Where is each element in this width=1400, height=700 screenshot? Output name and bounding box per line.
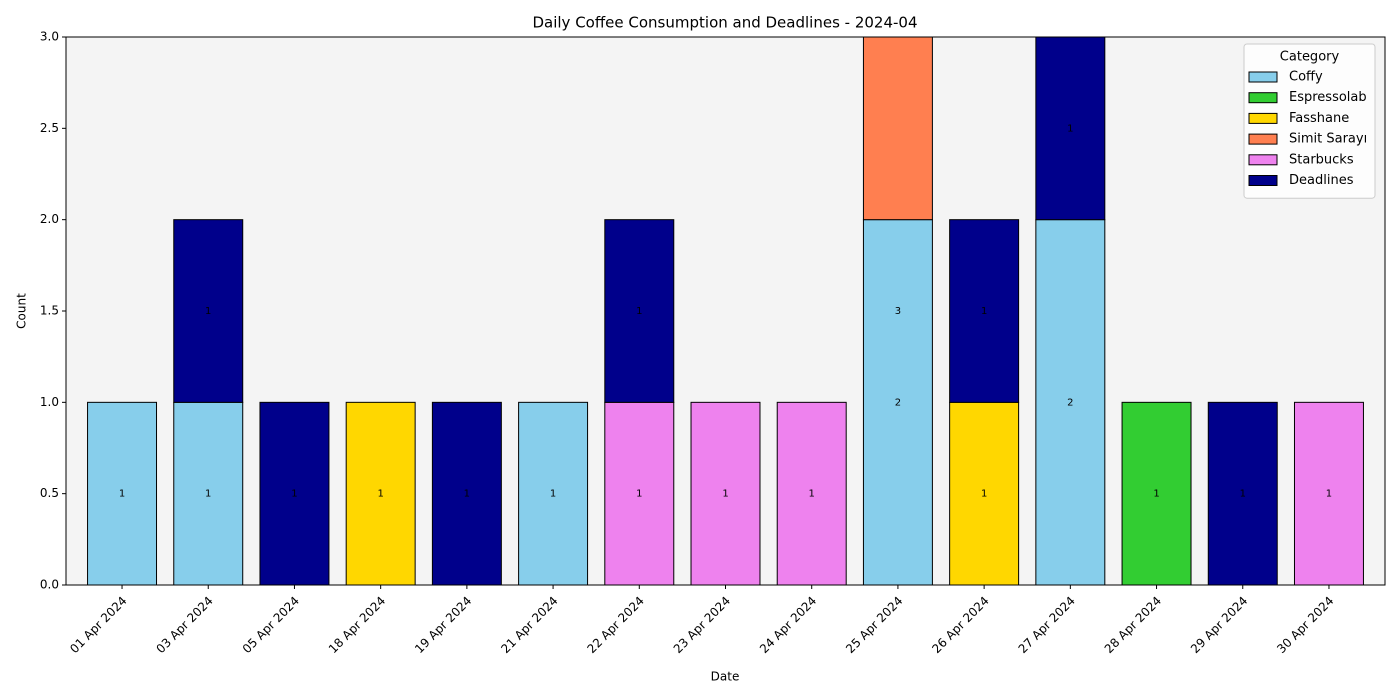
bar-segment [690, 401, 761, 586]
legend-label: Fasshane [1289, 111, 1349, 126]
y-tick-label: 2.5 [40, 121, 59, 135]
legend-label: Simit Sarayı [1289, 132, 1367, 147]
bar-segment [949, 219, 1020, 403]
x-tick-label: 30 Apr 2024 [1274, 594, 1336, 656]
legend-swatch [1248, 112, 1278, 124]
x-tick-label: 21 Apr 2024 [498, 594, 560, 656]
data-label: 1 [205, 489, 211, 500]
y-tick-label: 0.5 [40, 486, 59, 500]
x-axis-label: Date [711, 670, 740, 684]
legend: Category Coffy Espressolab Fasshane Simit Sa… [1243, 43, 1376, 199]
bar-segment [1121, 401, 1192, 586]
legend-swatch [1248, 133, 1278, 145]
plot-frame [65, 36, 1386, 586]
data-label: 1 [291, 489, 297, 500]
x-tick-label: 29 Apr 2024 [1188, 594, 1250, 656]
chart-title: Daily Coffee Consumption and Deadlines -… [532, 14, 917, 32]
legend-swatch [1248, 175, 1278, 186]
data-label: 1 [119, 489, 125, 500]
data-label: 1 [1153, 489, 1159, 500]
y-tick-label: 0.0 [40, 578, 59, 592]
bar-segment [173, 401, 244, 586]
x-tick-label: 05 Apr 2024 [240, 594, 302, 656]
y-tick-label: 2.0 [40, 212, 59, 226]
x-tick-label: 24 Apr 2024 [757, 594, 819, 656]
legend-swatch [1248, 71, 1278, 83]
data-label: 1 [550, 489, 556, 500]
data-label: 1 [809, 489, 815, 500]
bar-segment [862, 36, 933, 221]
data-label: 1 [636, 489, 642, 500]
x-tick-label: 22 Apr 2024 [585, 594, 647, 656]
y-axis-label: Count [15, 293, 29, 329]
legend-label: Espressolab [1289, 90, 1367, 105]
bar-segment [862, 219, 933, 586]
data-label: 1 [205, 306, 211, 317]
data-label: 1 [1326, 489, 1332, 500]
x-tick-label: 01 Apr 2024 [67, 594, 129, 656]
legend-title: Category [1280, 50, 1340, 65]
data-label: 1 [1240, 489, 1246, 500]
x-tick-label: 27 Apr 2024 [1016, 594, 1078, 656]
y-tick-label: 3.0 [40, 30, 59, 44]
x-tick-label: 23 Apr 2024 [671, 594, 733, 656]
bar-segment [604, 401, 675, 586]
legend-label: Deadlines [1289, 173, 1354, 188]
x-tick-label: 28 Apr 2024 [1102, 594, 1164, 656]
data-label: 1 [981, 306, 987, 317]
x-tick-label: 03 Apr 2024 [153, 594, 215, 656]
bar-segment [1207, 401, 1278, 586]
bar-segment [1035, 219, 1106, 586]
data-label: 1 [1067, 123, 1073, 134]
data-label: 1 [636, 306, 642, 317]
data-label: 2 [895, 397, 901, 408]
y-tick-label: 1.5 [40, 304, 59, 318]
x-tick-label: 26 Apr 2024 [929, 594, 991, 656]
bar-segment [604, 219, 675, 403]
bar-segment [776, 401, 847, 586]
bar-segment [87, 401, 158, 586]
total-label: 3 [895, 306, 901, 317]
bar-segment [259, 401, 330, 586]
data-label: 1 [377, 489, 383, 500]
bar-segment [949, 401, 1020, 586]
data-label: 1 [981, 489, 987, 500]
legend-swatch [1248, 92, 1278, 104]
x-tick-label: 18 Apr 2024 [326, 594, 388, 656]
legend-label: Coffy [1289, 70, 1323, 85]
y-tick-label: 1.0 [40, 395, 59, 409]
legend-swatch [1248, 154, 1278, 166]
x-tick-label: 19 Apr 2024 [412, 594, 474, 656]
bar-segment [345, 401, 416, 586]
data-label: 2 [1067, 397, 1073, 408]
data-label: 1 [464, 489, 470, 500]
data-label: 1 [722, 489, 728, 500]
bar-segment [1293, 401, 1364, 586]
legend-label: Starbucks [1289, 152, 1354, 167]
x-tick-label: 25 Apr 2024 [843, 594, 905, 656]
bar-segment [173, 219, 244, 403]
bar-segment [431, 401, 502, 586]
